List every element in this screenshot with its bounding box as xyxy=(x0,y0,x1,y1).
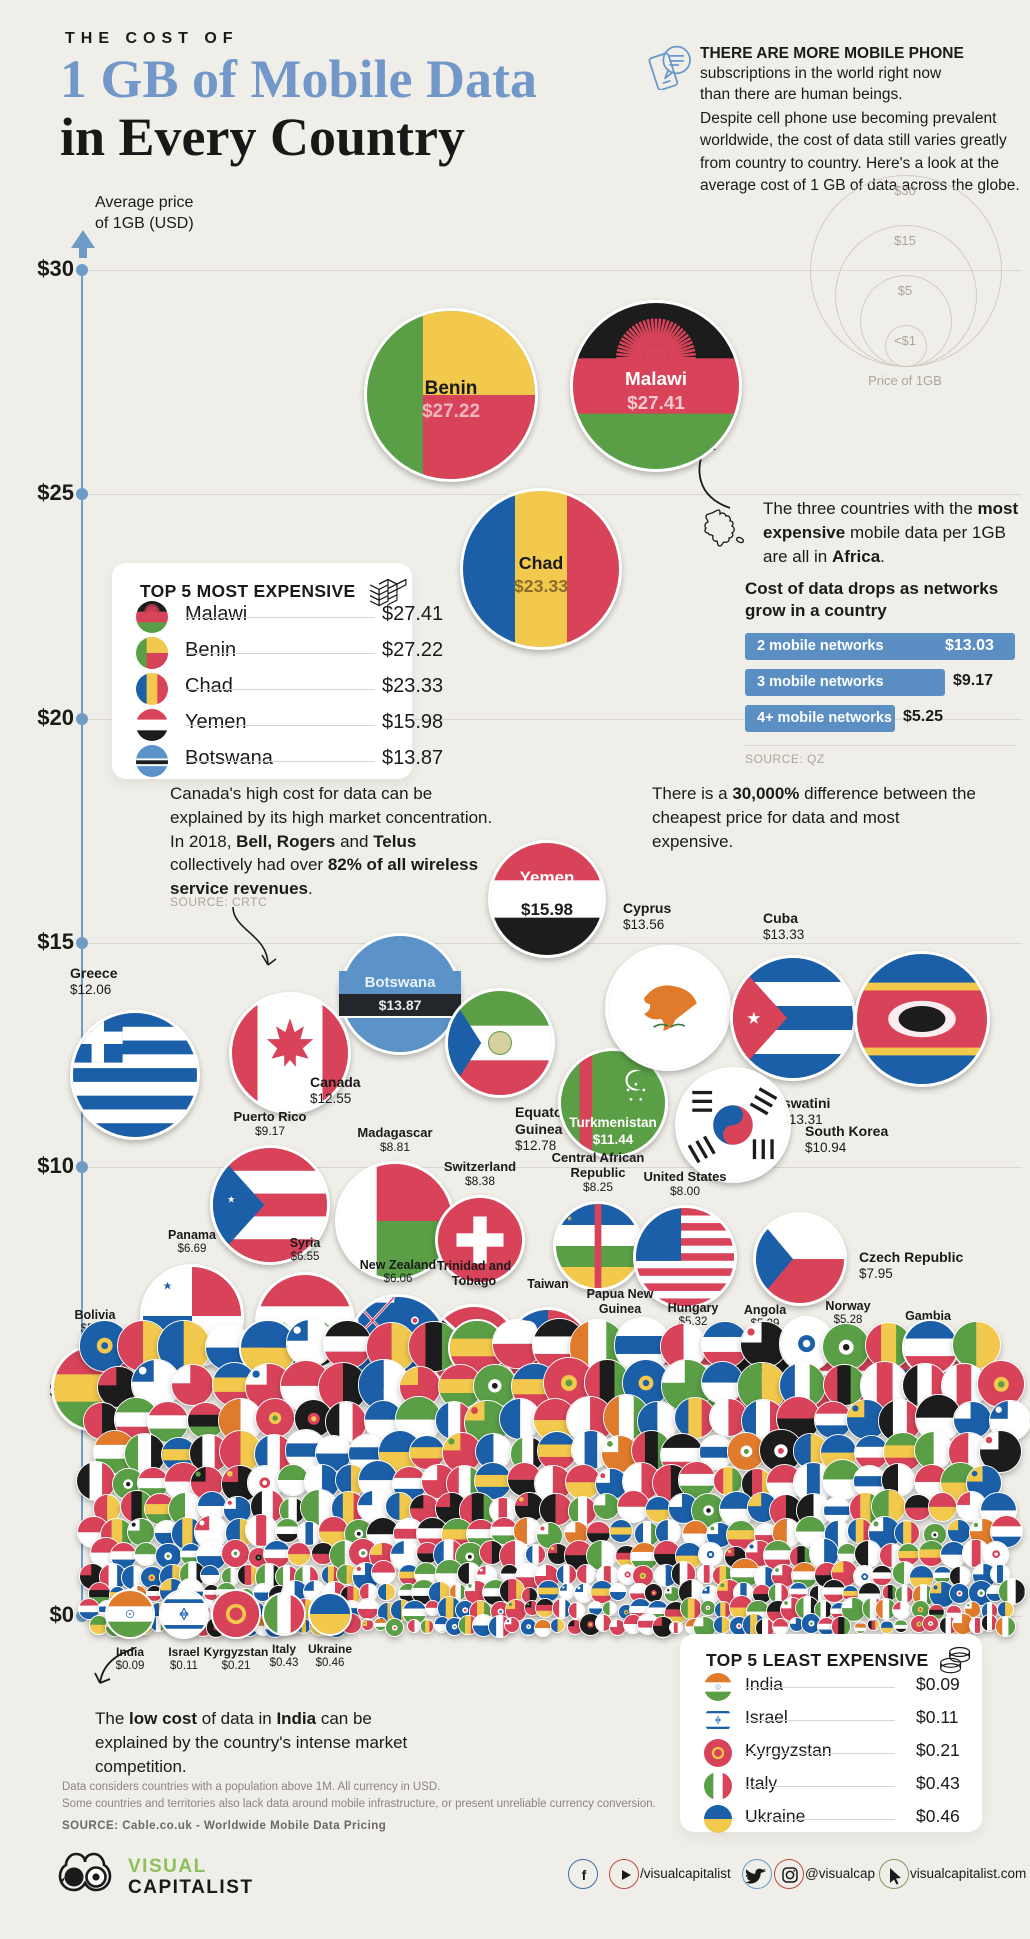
svg-text:f: f xyxy=(582,1867,587,1883)
